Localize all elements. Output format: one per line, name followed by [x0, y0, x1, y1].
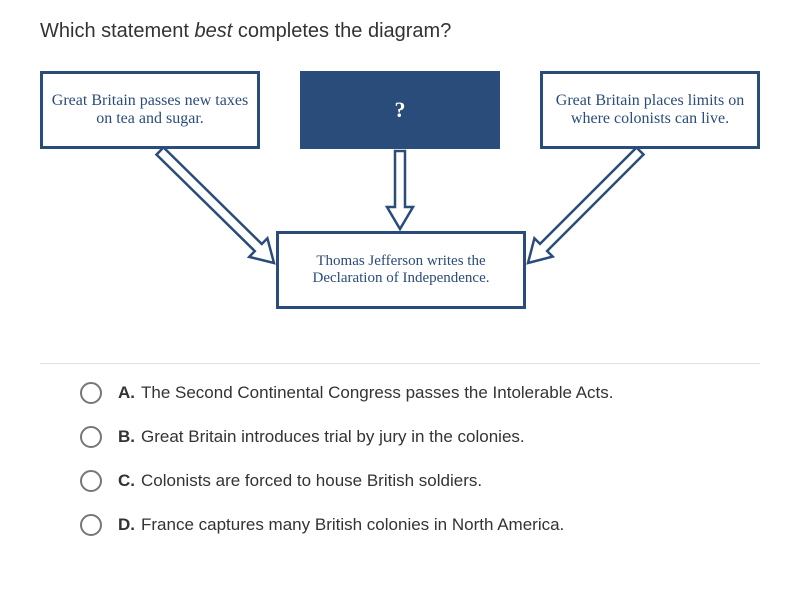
choice-text: A.The Second Continental Congress passes… — [118, 383, 614, 403]
diagram-box-top-left: Great Britain passes new taxes on tea an… — [40, 71, 260, 149]
choice-text: C.Colonists are forced to house British … — [118, 471, 482, 491]
question-text: Which statement best completes the diagr… — [40, 20, 760, 43]
answer-choices: A.The Second Continental Congress passes… — [40, 382, 760, 536]
diagram-box-bottom: Thomas Jefferson writes the Declaration … — [276, 231, 526, 309]
diagram-container: Great Britain passes new taxes on tea an… — [40, 71, 760, 351]
choice-text: D.France captures many British colonies … — [118, 515, 564, 535]
choice-c[interactable]: C.Colonists are forced to house British … — [80, 470, 760, 492]
radio-icon — [80, 382, 102, 404]
choice-text: B.Great Britain introduces trial by jury… — [118, 427, 525, 447]
radio-icon — [80, 426, 102, 448]
divider — [40, 363, 760, 364]
diagram-box-top-right: Great Britain places limits on where col… — [540, 71, 760, 149]
radio-icon — [80, 470, 102, 492]
radio-icon — [80, 514, 102, 536]
choice-d[interactable]: D.France captures many British colonies … — [80, 514, 760, 536]
choice-a[interactable]: A.The Second Continental Congress passes… — [80, 382, 760, 404]
diagram-box-top-mid: ? — [300, 71, 500, 149]
choice-b[interactable]: B.Great Britain introduces trial by jury… — [80, 426, 760, 448]
